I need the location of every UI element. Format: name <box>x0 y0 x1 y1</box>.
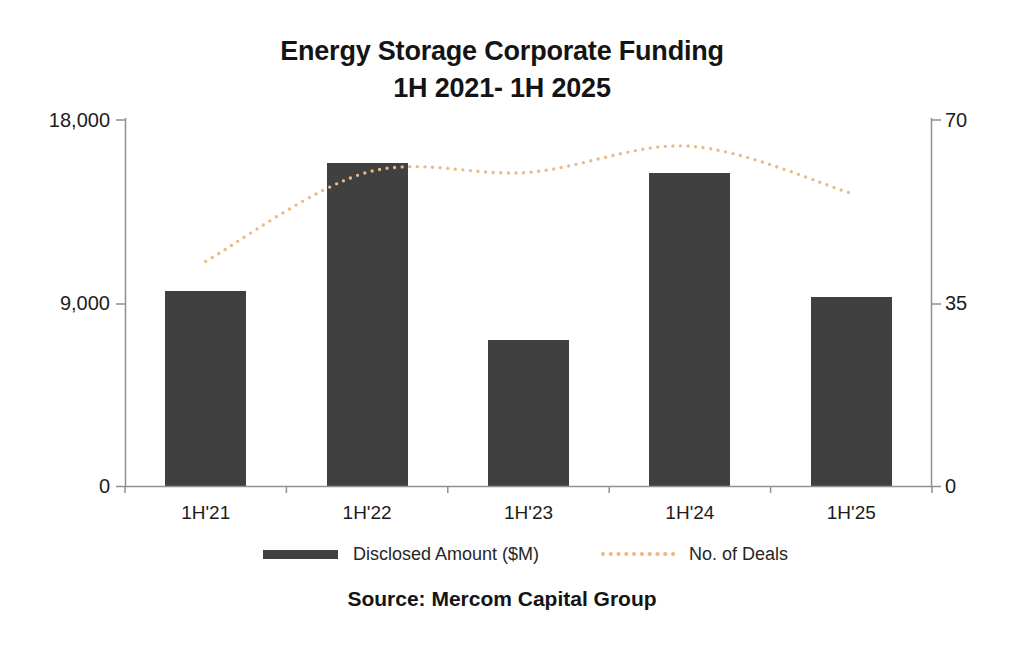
x-label-1h21: 1H'21 <box>181 502 230 524</box>
x-label-1h24: 1H'24 <box>665 502 714 524</box>
x-label-1h22: 1H'22 <box>343 502 392 524</box>
dotted-line-swatch-icon <box>599 551 677 557</box>
legend-label-no-of-deals: No. of Deals <box>689 544 788 565</box>
deals-line <box>206 146 852 262</box>
source-caption: Source: Mercom Capital Group <box>0 587 1004 611</box>
axes <box>116 118 941 493</box>
x-label-1h23: 1H'23 <box>504 502 553 524</box>
legend: Disclosed Amount ($M) No. of Deals <box>263 542 788 566</box>
x-label-1h25: 1H'25 <box>827 502 876 524</box>
chart-container: Energy Storage Corporate Funding 1H 2021… <box>0 0 1024 651</box>
bar-swatch-icon <box>263 550 338 559</box>
legend-label-disclosed-amount: Disclosed Amount ($M) <box>353 544 539 565</box>
